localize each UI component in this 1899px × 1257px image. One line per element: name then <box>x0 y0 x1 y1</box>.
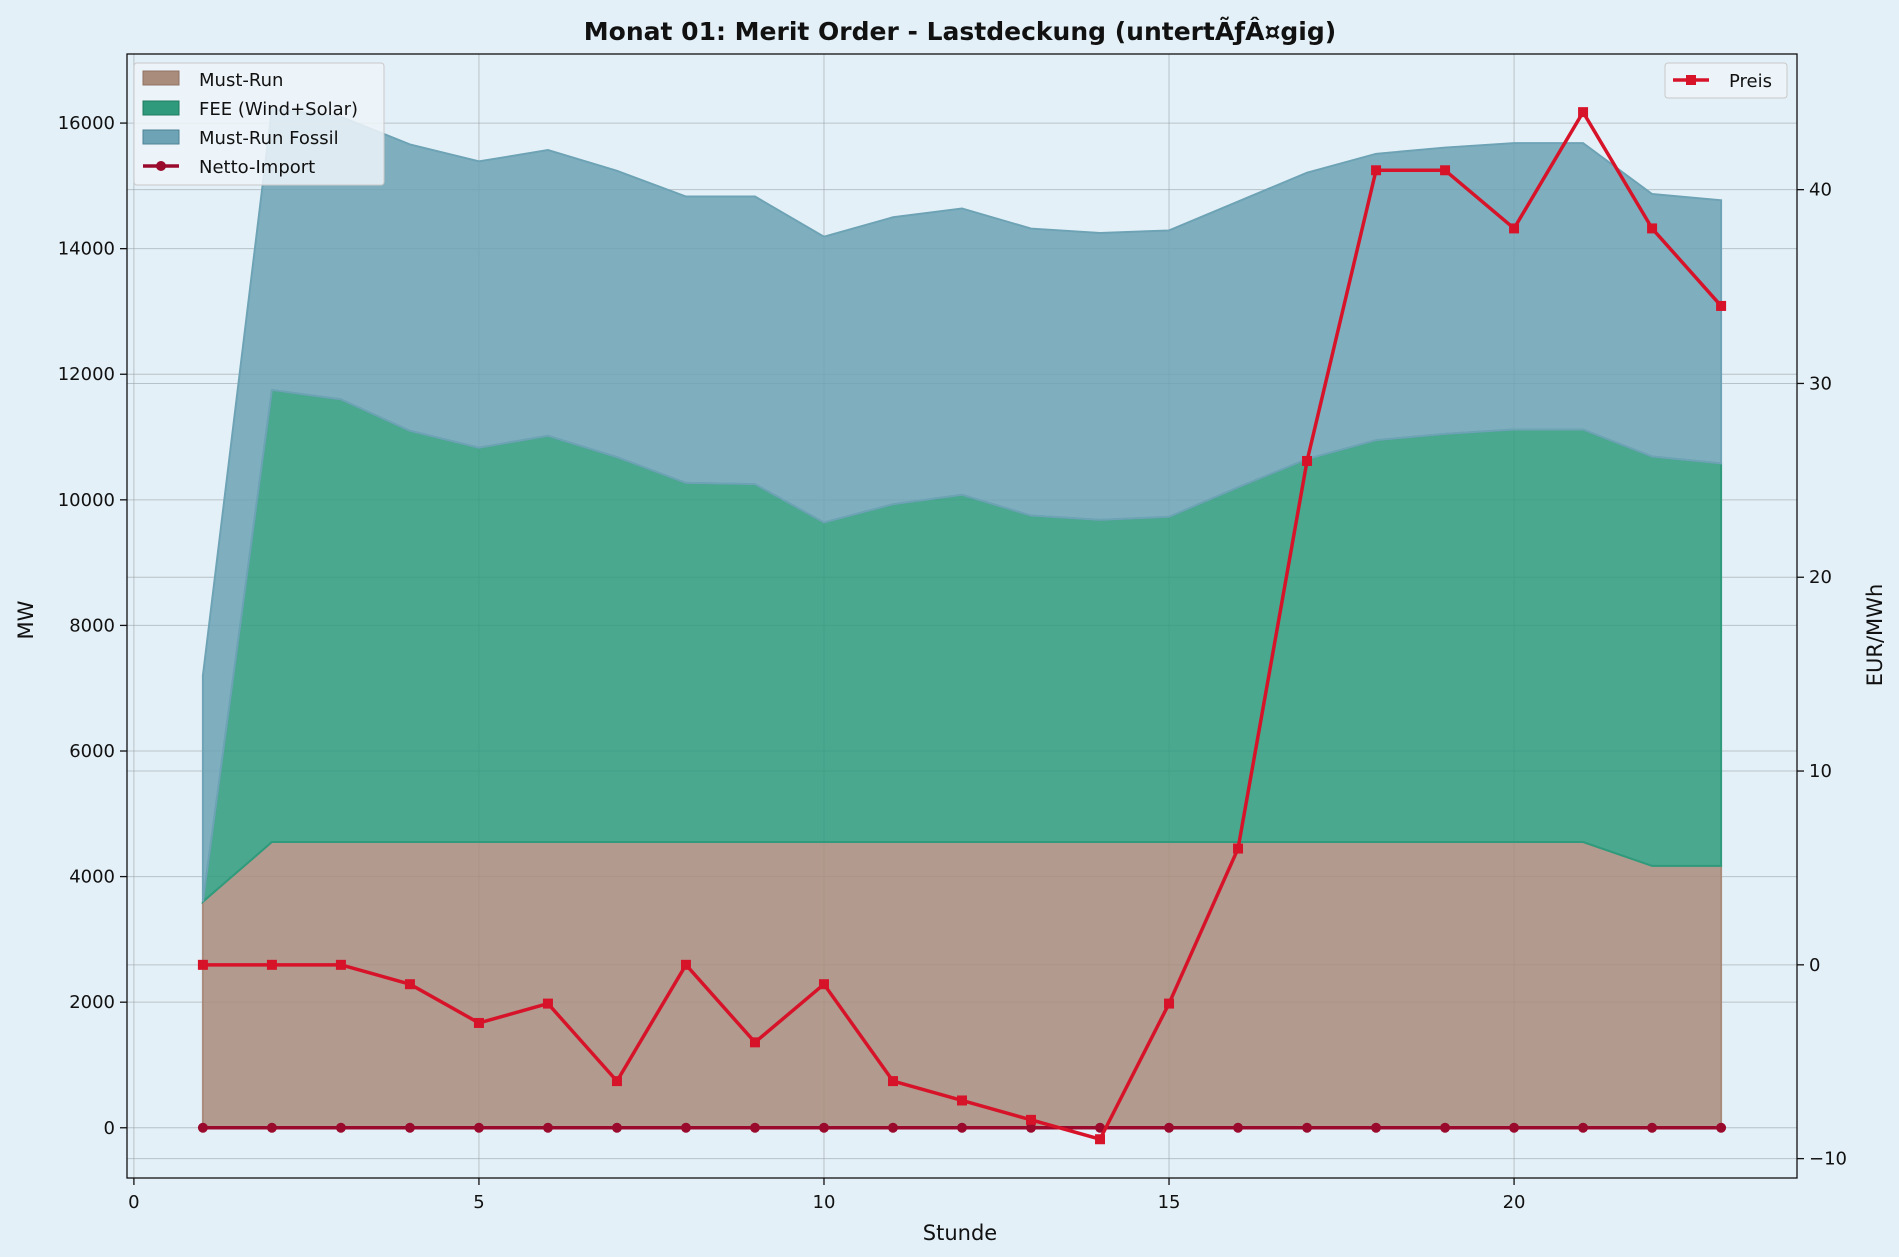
point-preis <box>1164 998 1175 1009</box>
ticks: 0 5 10 15 20 0 2000 4000 6000 8000 10000 12000 14000… <box>58 113 1847 1213</box>
legend-left-box <box>133 62 385 186</box>
line-series <box>197 107 1727 1145</box>
x-axis-label: Stunde <box>923 1221 997 1245</box>
point-netto-import <box>1440 1122 1451 1133</box>
y2-tick-label: 0 <box>1809 955 1820 976</box>
x-tick-label: 20 <box>1503 1192 1526 1213</box>
legend-label-must-run-fossil: Must-Run Fossil <box>199 128 339 149</box>
point-netto-import <box>197 1122 208 1133</box>
legend-left: Must-Run FEE (Wind+Solar) Must-Run Fossi… <box>133 62 385 186</box>
point-preis <box>1026 1114 1037 1125</box>
point-netto-import <box>1164 1122 1175 1133</box>
point-preis <box>749 1037 760 1048</box>
point-netto-import <box>473 1122 484 1133</box>
point-preis <box>542 998 553 1009</box>
x-tick-label: 15 <box>1158 1192 1181 1213</box>
point-netto-import <box>749 1122 760 1133</box>
legend-label-netto-import: Netto-Import <box>199 157 315 178</box>
y2-tick-label: 20 <box>1809 567 1832 588</box>
point-preis <box>1440 165 1451 176</box>
area-must-run-fossil <box>201 107 1723 902</box>
point-netto-import <box>957 1122 967 1133</box>
y-tick-label: 0 <box>104 1118 115 1139</box>
point-preis <box>266 959 277 970</box>
point-netto-import <box>1647 1122 1658 1133</box>
legend-label-fee: FEE (Wind+Solar) <box>199 99 358 120</box>
point-preis <box>887 1076 898 1087</box>
y2-tick-label: −10 <box>1809 1149 1847 1170</box>
legend-marker-netto-import <box>156 161 166 171</box>
x-tick-label: 5 <box>473 1192 484 1213</box>
point-preis <box>1647 223 1658 234</box>
plot-frame <box>126 53 1798 1179</box>
y2-axis-label: EUR/MWh <box>1863 584 1887 687</box>
legend-marker-preis <box>1686 75 1696 85</box>
y-tick-label: 6000 <box>69 741 115 762</box>
point-preis <box>1233 843 1244 854</box>
point-preis <box>680 959 691 970</box>
point-netto-import <box>611 1122 622 1133</box>
legend-right-box <box>1664 62 1788 99</box>
stacked-areas <box>201 107 1723 1129</box>
point-netto-import <box>887 1122 898 1133</box>
y-tick-label: 14000 <box>58 239 115 260</box>
point-netto-import <box>1026 1122 1037 1133</box>
legend-swatch-must-run-fossil <box>142 129 180 145</box>
point-netto-import <box>1509 1122 1520 1133</box>
y-tick-label: 10000 <box>58 490 115 511</box>
point-preis <box>957 1095 967 1106</box>
point-netto-import <box>1371 1122 1382 1133</box>
legend-label-preis: Preis <box>1729 71 1772 92</box>
point-netto-import <box>266 1122 277 1133</box>
legend-right: Preis <box>1664 62 1788 99</box>
point-preis <box>1716 300 1727 311</box>
x-tick-label: 10 <box>813 1192 836 1213</box>
point-preis <box>1509 223 1520 234</box>
point-preis <box>1578 107 1589 118</box>
point-netto-import <box>542 1122 553 1133</box>
point-netto-import <box>404 1122 415 1133</box>
legend-swatch-fee <box>142 100 180 116</box>
point-preis <box>473 1017 484 1028</box>
point-preis <box>404 979 415 990</box>
point-preis <box>611 1076 622 1087</box>
point-preis <box>1371 165 1382 176</box>
y-axis-label: MW <box>14 600 38 639</box>
legend-swatch-must-run <box>142 70 180 86</box>
area-must-run <box>201 841 1723 1129</box>
y2-tick-label: 30 <box>1809 373 1832 394</box>
point-netto-import <box>1578 1122 1589 1133</box>
y2-tick-label: 10 <box>1809 761 1832 782</box>
chart-title: Monat 01: Merit Order - Lastdeckung (unt… <box>584 17 1336 46</box>
point-preis <box>335 959 346 970</box>
y-tick-label: 4000 <box>69 867 115 888</box>
point-netto-import <box>1095 1122 1106 1133</box>
y-tick-label: 12000 <box>58 364 115 385</box>
point-preis <box>1302 455 1313 466</box>
y-tick-label: 16000 <box>58 113 115 134</box>
point-preis <box>818 979 829 990</box>
point-netto-import <box>818 1122 829 1133</box>
point-netto-import <box>335 1122 346 1133</box>
point-preis <box>1095 1134 1106 1145</box>
point-netto-import <box>1716 1122 1727 1133</box>
y2-tick-label: 40 <box>1809 180 1832 201</box>
x-tick-label: 0 <box>128 1192 139 1213</box>
point-netto-import <box>680 1122 691 1133</box>
point-netto-import <box>1302 1122 1313 1133</box>
point-netto-import <box>1233 1122 1244 1133</box>
point-preis <box>197 959 208 970</box>
y-tick-label: 2000 <box>69 992 115 1013</box>
legend-label-must-run: Must-Run <box>199 70 283 91</box>
y-tick-label: 8000 <box>69 615 115 636</box>
